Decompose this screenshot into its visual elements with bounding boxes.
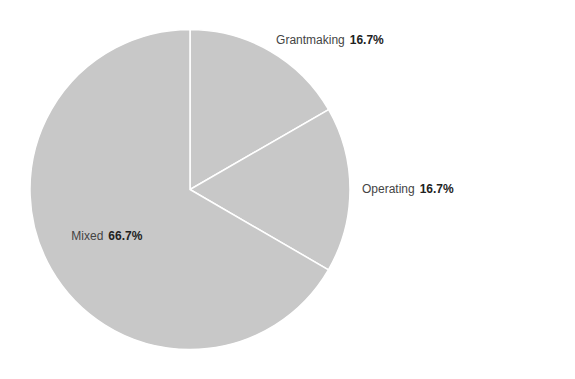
slice-label-value: 66.7% [108,230,142,244]
labels: Grantmaking 16.7% Operating 16.7% Mixed 66.7% [71,33,454,244]
slice-label: Mixed 66.7% [71,230,142,244]
slice-label-category: Grantmaking [276,33,345,47]
slice-label: Grantmaking 16.7% [276,33,384,47]
slice-label-value: 16.7% [420,182,454,196]
chart: Grantmaking 16.7% Operating 16.7% Mixed 66.7% [0,0,575,379]
pie-slice [30,30,328,350]
slice-label: Operating 16.7% [362,182,454,196]
slice-label-value: 16.7% [350,33,384,47]
slice-label-category: Operating [362,182,415,196]
pie [30,30,350,350]
slice-label-category: Mixed [71,230,103,244]
